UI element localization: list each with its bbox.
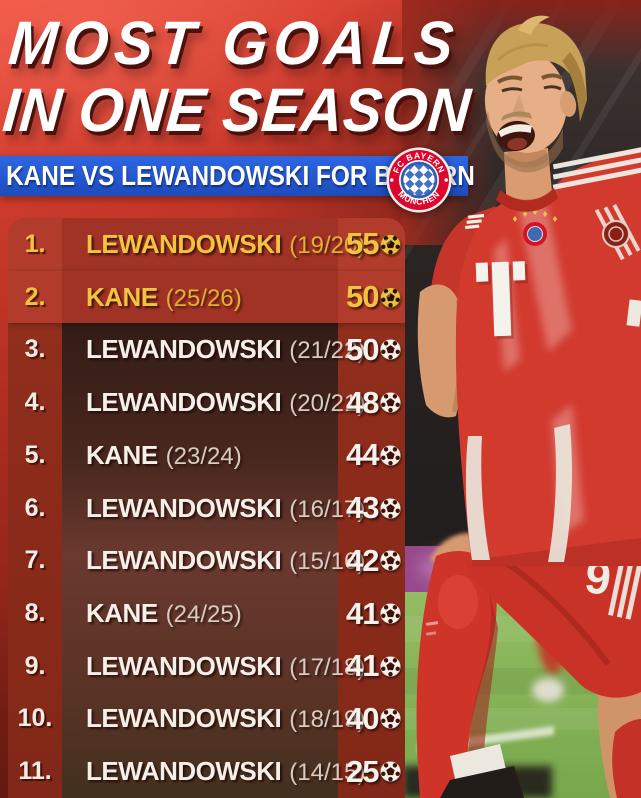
goals-value: 50	[346, 331, 379, 367]
goals-value: 25	[346, 753, 379, 789]
player-season-cell: KANE (24/25)	[62, 598, 338, 629]
player-name: LEWANDOWSKI	[86, 756, 282, 787]
rank-label: 2.	[24, 282, 46, 311]
player-season-cell: LEWANDOWSKI (21/22)	[62, 334, 365, 365]
player-name: LEWANDOWSKI	[86, 703, 282, 734]
goals-value: 44	[346, 437, 379, 473]
soccer-ball-icon	[380, 655, 402, 677]
fc-bayern-crest: FC BAYERN MÜNCHEN	[386, 147, 452, 213]
table-row: 11. LEWANDOWSKI (14/15) 25	[8, 745, 405, 798]
player-season-cell: KANE (25/26)	[62, 282, 338, 313]
player-season-cell: LEWANDOWSKI (16/17)	[62, 492, 365, 524]
soccer-ball-icon	[380, 234, 402, 255]
goals-cell: 42	[338, 543, 405, 579]
sleeve-patch	[602, 220, 630, 248]
goals-value: 55	[346, 226, 379, 262]
table-row: 1. LEWANDOWSKI (19/20) 55	[8, 218, 405, 271]
player-name: LEWANDOWSKI	[86, 228, 282, 259]
player-name: LEWANDOWSKI	[86, 650, 282, 681]
lozenge-pattern	[403, 164, 435, 196]
goals-value: 42	[346, 542, 379, 578]
player-name: LEWANDOWSKI	[86, 334, 282, 365]
player-season-cell: LEWANDOWSKI (19/20)	[62, 228, 365, 260]
table-row: 9. LEWANDOWSKI (17/18) 41	[8, 640, 405, 693]
player-season-cell: LEWANDOWSKI (20/21)	[62, 387, 365, 418]
rank-label: 3.	[24, 335, 46, 364]
soccer-ball-icon	[380, 444, 402, 466]
soccer-ball-icon	[380, 761, 402, 783]
rank-label: 1.	[24, 229, 46, 258]
goals-cell: 41	[338, 596, 405, 632]
rank-label: 7.	[24, 546, 46, 575]
soccer-ball-icon	[380, 708, 402, 730]
ranking-table: 1. LEWANDOWSKI (19/20) 55 2. KANE (25/26) …	[8, 218, 405, 798]
table-row: 5. KANE (23/24) 44	[8, 429, 405, 482]
player-name: KANE	[86, 281, 158, 312]
player-name: LEWANDOWSKI	[86, 387, 282, 418]
table-row: 8. KANE (24/25) 41	[8, 587, 405, 640]
goals-cell: 41	[338, 648, 405, 684]
table-row: 3. LEWANDOWSKI (21/22) 50	[8, 323, 405, 376]
page-title: MOST GOALS IN ONE SEASON	[0, 8, 479, 145]
rank-label: 9.	[24, 651, 46, 680]
player-season-cell: LEWANDOWSKI (15/16)	[62, 545, 365, 576]
season-label: (25/26)	[165, 284, 242, 312]
goals-cell: 55	[338, 226, 405, 262]
left-sock	[612, 719, 641, 798]
goals-cell: 25	[338, 754, 405, 790]
rank-label: 11.	[18, 757, 52, 786]
soccer-ball-icon	[380, 603, 402, 624]
player-name: KANE	[86, 598, 158, 628]
player-season-cell: LEWANDOWSKI (17/18)	[62, 650, 365, 682]
table-row: 10. LEWANDOWSKI (18/19) 40	[8, 693, 405, 746]
player-season-cell: KANE (23/24)	[62, 440, 338, 471]
rank-label: 5.	[24, 440, 46, 469]
soccer-ball-icon	[380, 392, 402, 413]
goals-value: 50	[346, 279, 379, 315]
title-line-1: MOST GOALS	[6, 8, 462, 78]
soccer-ball-icon	[380, 286, 402, 308]
table-row: 6. LEWANDOWSKI (16/17) 43	[8, 482, 405, 535]
player-name: LEWANDOWSKI	[86, 545, 282, 576]
player-name: LEWANDOWSKI	[86, 492, 282, 523]
rank-label: 8.	[24, 599, 46, 627]
soccer-ball-icon	[380, 550, 402, 572]
player-name: KANE	[86, 439, 158, 470]
goals-value: 43	[346, 490, 379, 526]
soccer-ball-icon	[380, 497, 402, 519]
rank-label: 10.	[17, 704, 53, 733]
player-season-cell: LEWANDOWSKI (14/15)	[62, 756, 365, 787]
goals-value: 41	[346, 648, 379, 684]
player-season-cell: LEWANDOWSKI (18/19)	[62, 703, 365, 734]
goals-cell: 48	[338, 385, 405, 421]
season-label: (24/25)	[165, 601, 242, 628]
goals-cell: 50	[338, 332, 405, 368]
rank-label: 6.	[24, 493, 46, 522]
rank-label: 4.	[24, 388, 46, 417]
goals-value: 48	[346, 384, 379, 420]
goals-cell: 43	[338, 490, 405, 526]
soccer-ball-icon	[380, 339, 402, 361]
season-label: (23/24)	[165, 442, 242, 470]
goals-cell: 50	[338, 279, 405, 315]
title-line-2: IN ONE SEASON	[0, 75, 474, 145]
goals-cell: 44	[338, 437, 405, 473]
goals-cell: 40	[338, 701, 405, 737]
goals-value: 41	[346, 595, 379, 631]
goals-value: 40	[346, 700, 379, 736]
table-row: 2. KANE (25/26) 50	[8, 270, 405, 324]
table-row: 7. LEWANDOWSKI (15/16) 42	[8, 534, 405, 587]
table-row: 4. LEWANDOWSKI (20/21) 48	[8, 376, 405, 429]
